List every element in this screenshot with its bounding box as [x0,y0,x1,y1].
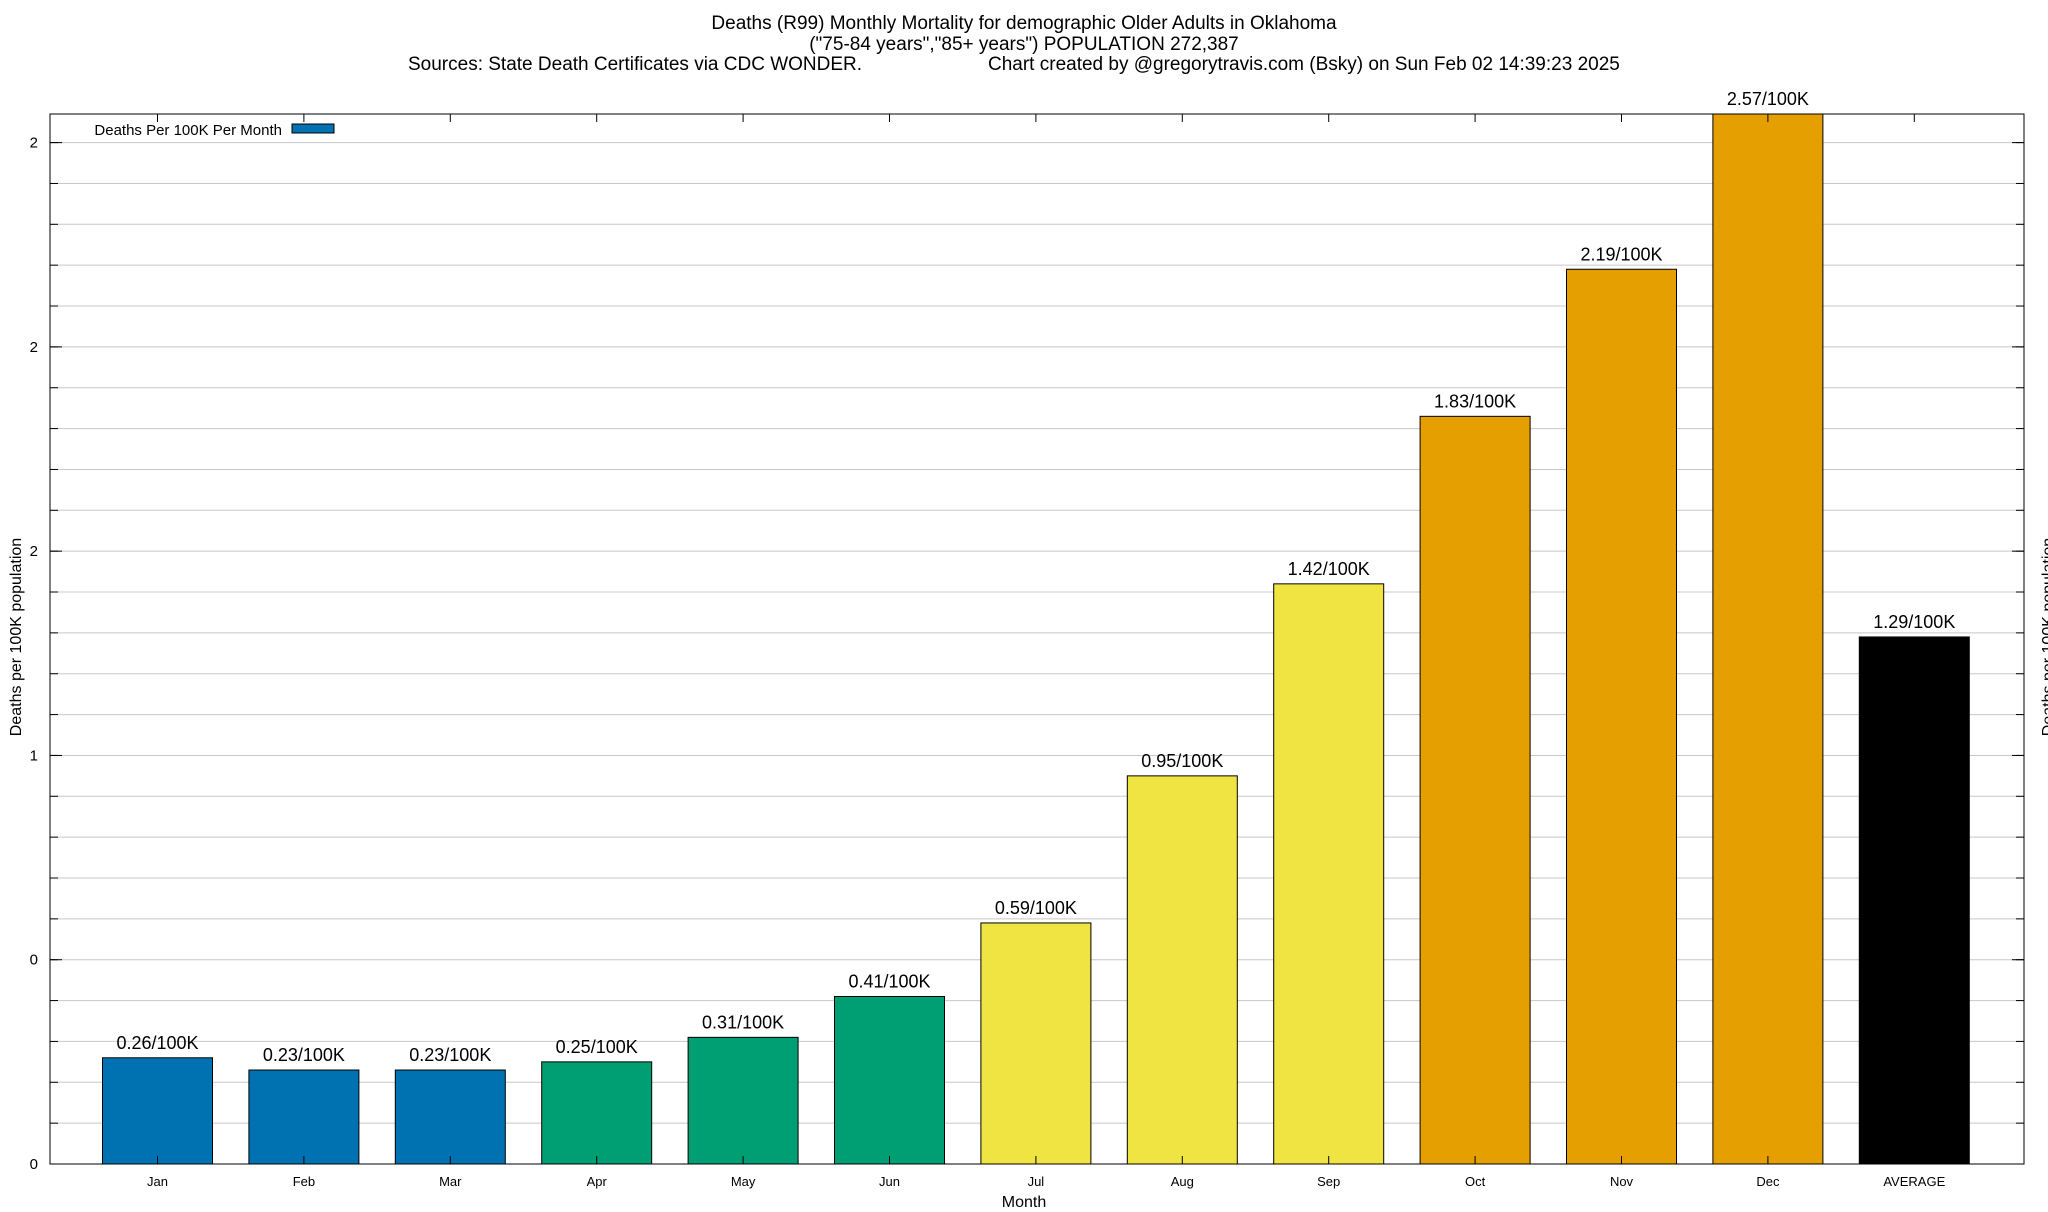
chart-credit: Chart created by @gregorytravis.com (Bsk… [988,54,1620,75]
data-label: 0.26/100K [116,1033,198,1053]
x-tick-label: Oct [1465,1174,1486,1189]
y-tick-label: 1 [30,747,38,764]
chart-sources: Sources: State Death Certificates via CD… [408,54,863,75]
x-tick-label: Sep [1317,1174,1340,1189]
bar [687,1036,799,1165]
x-tick-label: Jan [147,1174,168,1189]
data-label: 1.42/100K [1288,559,1370,579]
chart-subtitle: ("75-84 years","85+ years") POPULATION 2… [809,34,1239,55]
data-label: 2.19/100K [1580,244,1662,264]
x-tick-label: Jul [1028,1174,1045,1189]
bar [1712,113,1824,1165]
data-label: 0.31/100K [702,1012,784,1032]
x-tick-label: Dec [1756,1174,1780,1189]
x-tick-label: Apr [587,1174,608,1189]
x-tick-label: Aug [1171,1174,1194,1189]
x-tick-label: Mar [439,1174,462,1189]
y-tick-label: 2 [30,543,38,560]
bar [834,995,945,1165]
bar [1273,583,1385,1165]
bar [1126,775,1238,1165]
y-tick-label: 0 [30,952,38,969]
x-tick-label: May [731,1174,756,1189]
legend-label: Deaths Per 100K Per Month [94,122,282,139]
bar [394,1069,506,1165]
x-tick-label: Feb [293,1174,315,1189]
chart-title: Deaths (R99) Monthly Mortality for demog… [711,13,1337,34]
y-tick-label: 0 [30,1156,38,1173]
bar [1419,415,1531,1165]
x-tick-label: Jun [879,1174,900,1189]
plot-border [49,113,2025,1165]
data-label: 0.95/100K [1141,751,1223,771]
data-label: 1.83/100K [1434,391,1516,411]
bar [980,922,1092,1165]
y-tick-label: 2 [30,339,38,356]
data-label: 0.41/100K [848,971,930,991]
x-axis-label: Month [1001,1194,1047,1211]
bar [1858,636,1970,1165]
data-label: 0.59/100K [995,898,1077,918]
legend-swatch [291,123,335,134]
x-tick-label: AVERAGE [1883,1174,1945,1189]
data-label: 0.23/100K [263,1045,345,1065]
data-label: 2.57/100K [1727,89,1809,109]
y-tick-label: 2 [30,135,38,152]
data-label: 0.25/100K [556,1037,638,1057]
bar [248,1069,360,1165]
data-label: 0.23/100K [409,1045,491,1065]
bar [1566,268,1677,1165]
data-label: 1.29/100K [1873,612,1955,632]
x-tick-label: Nov [1610,1174,1634,1189]
y-axis-label-right: Deaths per 100K population [2040,537,2048,737]
bar [541,1061,653,1165]
bar [102,1057,213,1165]
y-axis-label: Deaths per 100K population [8,537,25,737]
